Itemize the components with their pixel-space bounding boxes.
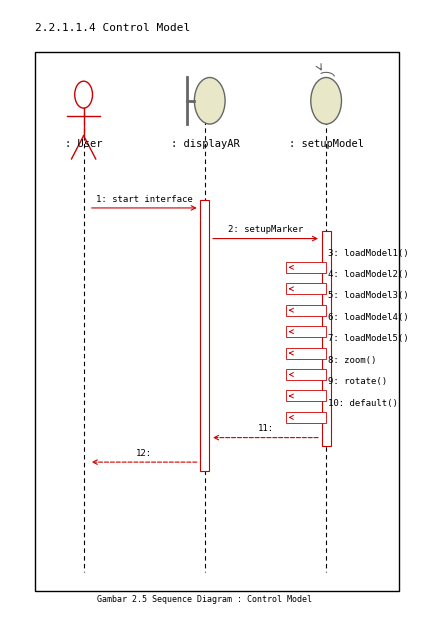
Text: 4: loadModel2(): 4: loadModel2() [328, 270, 409, 279]
Text: 1: start interface: 1: start interface [96, 195, 193, 204]
Text: 6: loadModel4(): 6: loadModel4() [328, 313, 409, 322]
Bar [286, 326, 326, 337]
Text: 2.2.1.1.4 Control Model: 2.2.1.1.4 Control Model [35, 23, 190, 33]
Circle shape [75, 81, 92, 108]
Bar [286, 283, 326, 294]
Text: : setupModel: : setupModel [289, 138, 364, 149]
Text: 9: rotate(): 9: rotate() [328, 377, 387, 386]
Circle shape [194, 77, 225, 124]
Text: 5: loadModel3(): 5: loadModel3() [328, 292, 409, 300]
Bar [286, 391, 326, 402]
Bar [286, 347, 326, 358]
Text: Gambar 2.5 Sequence Diagram : Control Model: Gambar 2.5 Sequence Diagram : Control Mo… [98, 595, 312, 604]
Bar [286, 412, 326, 423]
Text: 10: default(): 10: default() [328, 399, 398, 408]
Text: 11:: 11: [257, 425, 273, 433]
Circle shape [311, 77, 342, 124]
Bar [35, 52, 399, 591]
Bar [322, 231, 331, 446]
Bar [286, 305, 326, 316]
Bar [286, 369, 326, 380]
Text: : User: : User [65, 138, 102, 149]
Bar [286, 262, 326, 273]
Text: 3: loadModel1(): 3: loadModel1() [328, 248, 409, 258]
Text: 12:: 12: [136, 449, 153, 458]
Text: 2: setupMarker: 2: setupMarker [228, 226, 303, 234]
Bar [200, 200, 209, 472]
Text: 8: zoom(): 8: zoom() [328, 356, 377, 365]
Text: : displayAR: : displayAR [170, 138, 239, 149]
Text: 7: loadModel5(): 7: loadModel5() [328, 334, 409, 343]
